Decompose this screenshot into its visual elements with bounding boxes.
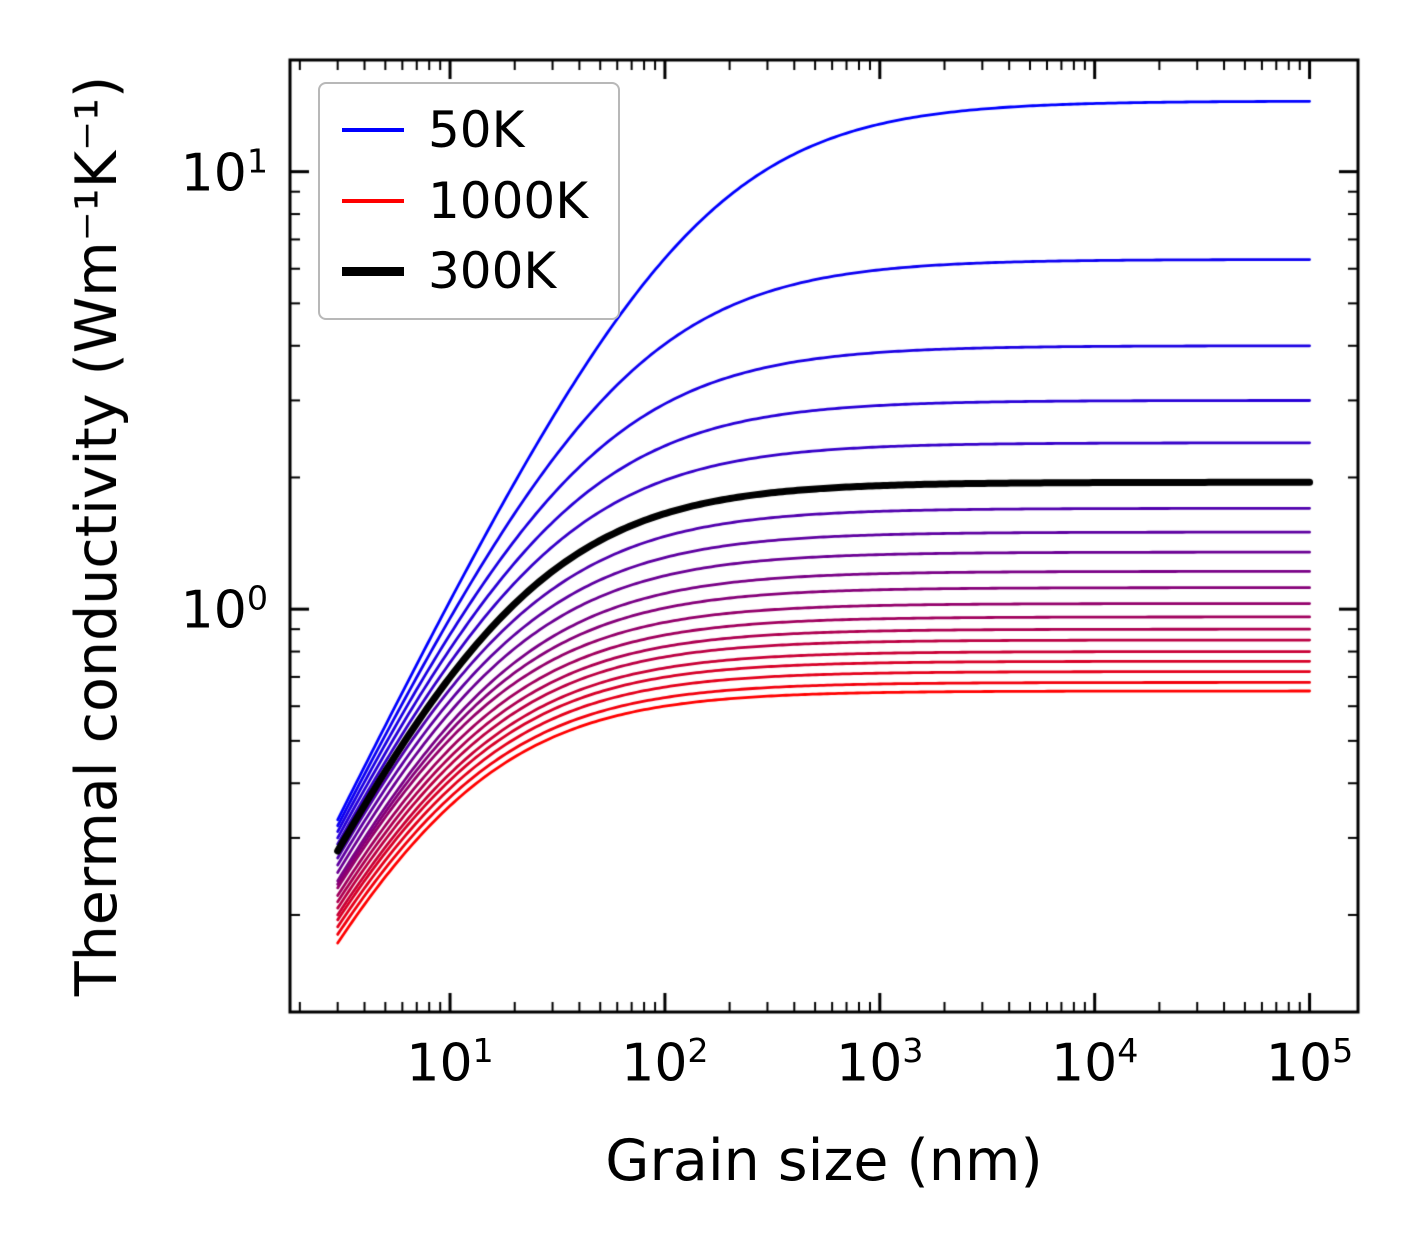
legend-item-50k: 50K: [342, 104, 588, 157]
y-tick-label-10e0: 100: [180, 578, 268, 641]
legend-item-300k: 300K: [342, 245, 588, 298]
x-tick-label-10e4: 104: [1051, 1031, 1139, 1094]
legend-line-sample-300k: [342, 266, 404, 276]
x-axis-label: Grain size (nm): [605, 1128, 1043, 1194]
legend-item-1000k: 1000K: [342, 171, 589, 230]
legend-line-sample-50k: [342, 128, 404, 133]
legend-label-1000k: 1000K: [428, 171, 589, 230]
x-tick-label-10e2: 102: [621, 1031, 709, 1094]
x-tick-label-10e3: 103: [836, 1031, 924, 1094]
legend: 50K 1000K 300K: [318, 82, 621, 320]
x-tick-label-10e5: 105: [1265, 1031, 1354, 1094]
x-tick-label-10e1: 101: [406, 1031, 494, 1094]
y-tick-label-10e1: 101: [180, 141, 268, 204]
y-axis-label: Thermal conductivity (Wm⁻¹K⁻¹): [64, 75, 130, 997]
legend-label-300k: 300K: [428, 242, 557, 300]
legend-label-50k: 50K: [428, 101, 525, 159]
legend-line-sample-1000k: [342, 198, 404, 203]
